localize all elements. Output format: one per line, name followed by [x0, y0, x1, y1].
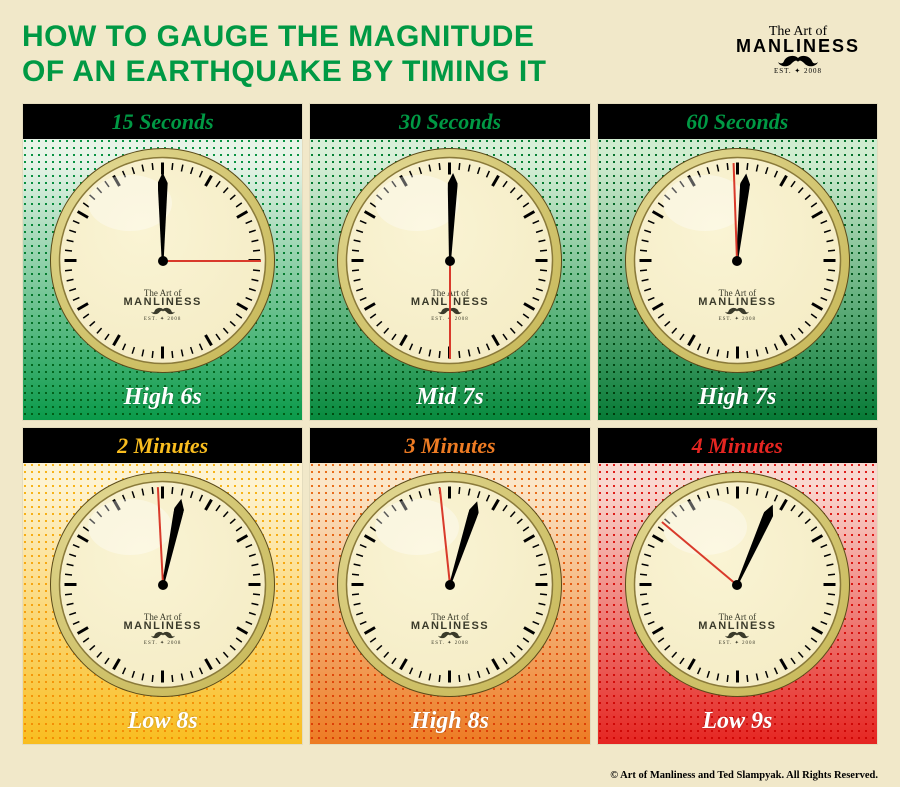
panel: 3 Minutes The Art of MANLINESS EST. ✦ 20…	[309, 427, 590, 745]
time-bar: 30 Seconds	[310, 104, 589, 139]
clock-wrap: The Art of MANLINESS EST. ✦ 2008	[598, 463, 877, 706]
clock-wrap: The Art of MANLINESS EST. ✦ 2008	[310, 463, 589, 706]
main-title: HOW TO GAUGE THE MAGNITUDE OF AN EARTHQU…	[22, 20, 547, 89]
clock-brand-logo: The Art of MANLINESS EST. ✦ 2008	[50, 612, 275, 646]
clock-face: The Art of MANLINESS EST. ✦ 2008	[50, 148, 275, 373]
time-label: 2 Minutes	[117, 433, 208, 459]
clock-center-pin	[158, 580, 168, 590]
clock-center-pin	[445, 580, 455, 590]
time-bar: 3 Minutes	[310, 428, 589, 463]
title-line-1: HOW TO GAUGE THE MAGNITUDE	[22, 20, 547, 55]
copyright-text: © Art of Manliness and Ted Slampyak. All…	[610, 770, 878, 781]
magnitude-label: Low 9s	[598, 706, 877, 745]
magnitude-label: High 6s	[23, 382, 302, 421]
panel: 60 Seconds The Art of MANLINESS EST. ✦ 2…	[597, 103, 878, 421]
clock-logo-sub: EST. ✦ 2008	[50, 316, 275, 322]
clock-logo-sub: EST. ✦ 2008	[337, 640, 562, 646]
clock-face: The Art of MANLINESS EST. ✦ 2008	[337, 148, 562, 373]
magnitude-label: High 7s	[598, 382, 877, 421]
panel: 4 Minutes The Art of MANLINESS EST. ✦ 20…	[597, 427, 878, 745]
title-line-2: OF AN EARTHQUAKE BY TIMING IT	[22, 55, 547, 90]
logo-main-text: MANLINESS	[718, 36, 878, 57]
second-hand	[449, 261, 451, 359]
clock-face: The Art of MANLINESS EST. ✦ 2008	[625, 148, 850, 373]
infographic-page: HOW TO GAUGE THE MAGNITUDE OF AN EARTHQU…	[0, 0, 900, 787]
panel: 15 Seconds The Art of MANLINESS EST. ✦ 2…	[22, 103, 303, 421]
clock-brand-logo: The Art of MANLINESS EST. ✦ 2008	[625, 612, 850, 646]
clock-wrap: The Art of MANLINESS EST. ✦ 2008	[23, 139, 302, 382]
magnitude-label: High 8s	[310, 706, 589, 745]
magnitude-label: Low 8s	[23, 706, 302, 745]
clock-center-pin	[732, 256, 742, 266]
time-bar: 2 Minutes	[23, 428, 302, 463]
clock-face: The Art of MANLINESS EST. ✦ 2008	[337, 472, 562, 697]
clock-wrap: The Art of MANLINESS EST. ✦ 2008	[598, 139, 877, 382]
clock-brand-logo: The Art of MANLINESS EST. ✦ 2008	[50, 288, 275, 322]
clock-face: The Art of MANLINESS EST. ✦ 2008	[625, 472, 850, 697]
clock-brand-logo: The Art of MANLINESS EST. ✦ 2008	[337, 612, 562, 646]
time-label: 30 Seconds	[399, 109, 501, 135]
brand-logo: The Art of MANLINESS EST. ✦ 2008	[718, 20, 878, 75]
clock-face: The Art of MANLINESS EST. ✦ 2008	[50, 472, 275, 697]
time-bar: 15 Seconds	[23, 104, 302, 139]
logo-sub-text: EST. ✦ 2008	[718, 67, 878, 75]
panel: 2 Minutes The Art of MANLINESS EST. ✦ 20…	[22, 427, 303, 745]
time-label: 3 Minutes	[404, 433, 495, 459]
magnitude-label: Mid 7s	[310, 382, 589, 421]
mustache-icon	[718, 55, 878, 68]
header: HOW TO GAUGE THE MAGNITUDE OF AN EARTHQU…	[22, 20, 878, 89]
panel: 30 Seconds The Art of MANLINESS EST. ✦ 2…	[309, 103, 590, 421]
panel-grid: 15 Seconds The Art of MANLINESS EST. ✦ 2…	[22, 103, 878, 745]
clock-wrap: The Art of MANLINESS EST. ✦ 2008	[23, 463, 302, 706]
clock-center-pin	[158, 256, 168, 266]
clock-logo-sub: EST. ✦ 2008	[625, 316, 850, 322]
clock-logo-sub: EST. ✦ 2008	[50, 640, 275, 646]
time-label: 15 Seconds	[112, 109, 214, 135]
time-bar: 60 Seconds	[598, 104, 877, 139]
clock-wrap: The Art of MANLINESS EST. ✦ 2008	[310, 139, 589, 382]
clock-center-pin	[732, 580, 742, 590]
clock-brand-logo: The Art of MANLINESS EST. ✦ 2008	[625, 288, 850, 322]
second-hand	[163, 260, 261, 262]
clock-logo-sub: EST. ✦ 2008	[625, 640, 850, 646]
time-bar: 4 Minutes	[598, 428, 877, 463]
clock-center-pin	[445, 256, 455, 266]
time-label: 60 Seconds	[686, 109, 788, 135]
time-label: 4 Minutes	[692, 433, 783, 459]
